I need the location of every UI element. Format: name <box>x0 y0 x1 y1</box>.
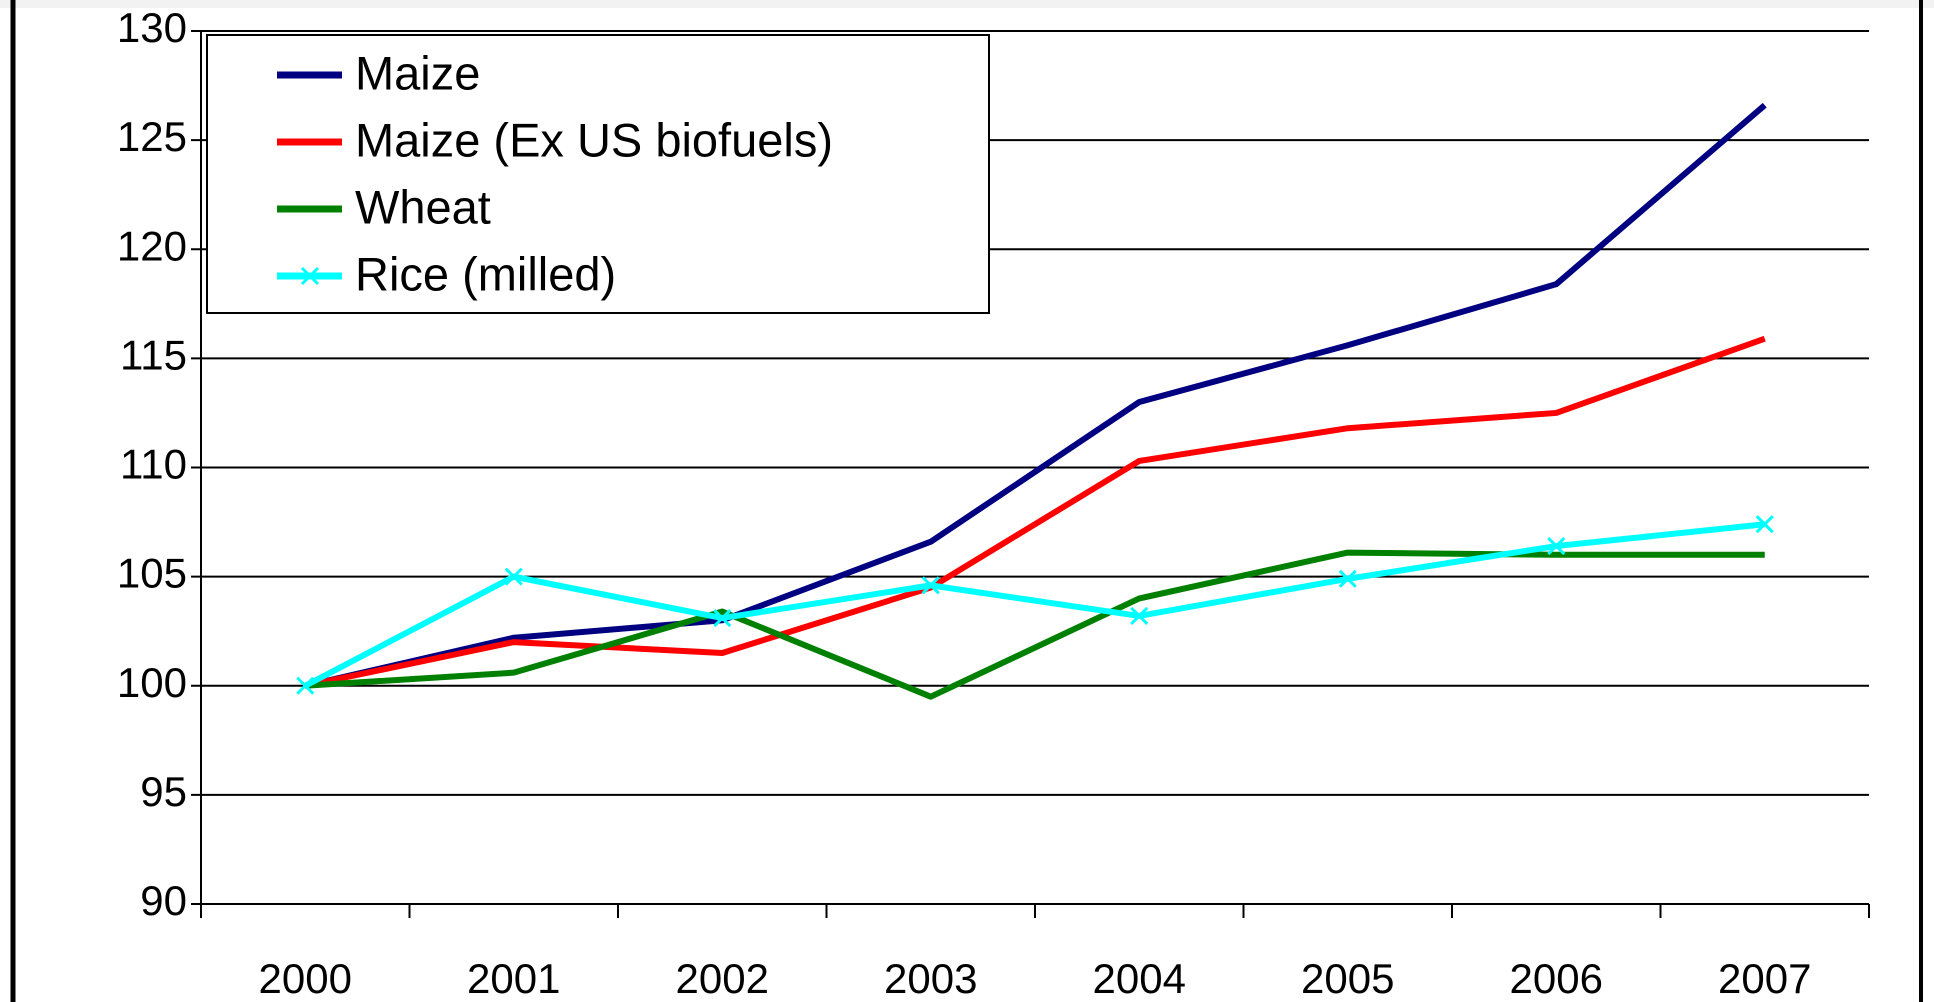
legend-label: Maize <box>355 46 480 99</box>
point-marker <box>504 567 523 586</box>
y-tick-label: 100 <box>117 659 187 706</box>
legend-label: Maize (Ex US biofuels) <box>355 113 833 166</box>
x-tick-label: 2002 <box>676 955 769 1002</box>
point-marker <box>1338 569 1357 588</box>
series-line <box>304 102 1767 689</box>
y-tick-label: 90 <box>140 877 187 924</box>
x-tick-label: 2004 <box>1093 955 1186 1002</box>
series-line <box>304 335 1766 689</box>
point-marker <box>1547 537 1566 556</box>
legend-label: Wheat <box>355 180 491 233</box>
legend-label: Rice (milled) <box>355 247 616 300</box>
y-tick-label: 95 <box>140 768 187 815</box>
legend-box <box>206 34 990 314</box>
x-tick-label: 2006 <box>1510 955 1603 1002</box>
point-marker <box>296 676 315 695</box>
point-marker <box>1130 606 1149 625</box>
y-tick-label: 115 <box>120 331 187 378</box>
point-marker <box>921 576 940 595</box>
y-tick-label: 130 <box>117 4 187 51</box>
series-line <box>303 521 1766 689</box>
y-tick-label: 125 <box>117 113 187 160</box>
top-strip <box>0 0 1934 8</box>
point-marker <box>1755 515 1774 534</box>
x-tick-label: 2000 <box>259 955 352 1002</box>
x-tick-label: 2003 <box>884 955 977 1002</box>
y-tick-label: 105 <box>117 550 187 597</box>
x-tick-label: 2007 <box>1718 955 1811 1002</box>
y-tick-label: 110 <box>120 441 187 488</box>
point-marker <box>713 609 732 628</box>
legend-marker <box>300 266 320 286</box>
y-tick-label: 120 <box>117 222 187 269</box>
series-line <box>305 549 1765 700</box>
x-tick-label: 2001 <box>467 955 560 1002</box>
x-tick-label: 2005 <box>1301 955 1394 1002</box>
